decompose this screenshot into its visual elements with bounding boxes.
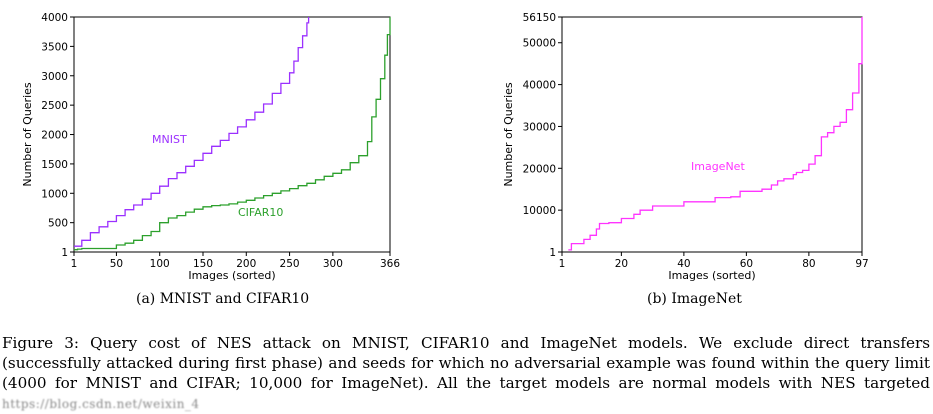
x-tick-label: 100 (150, 258, 170, 270)
y-axis-label: Number of Queries (21, 82, 34, 187)
y-tick-label: 4000 (41, 12, 68, 24)
y-tick-label: 2500 (41, 100, 68, 112)
plot-frame (561, 16, 863, 253)
y-tick-label: 3500 (41, 41, 68, 53)
subcaption-a: (a) MNIST and CIFAR10 (136, 291, 310, 307)
y-axis-label: Number of Queries (502, 82, 515, 187)
series-line-cifar10 (74, 17, 391, 251)
series-line-mnist (74, 17, 310, 247)
x-tick-label: 40 (677, 258, 690, 270)
figure-canvas: 1 50 100 150 200 250 300 3661500100015002000250… (21, 12, 869, 282)
subcaption-b: (b) ImageNet (647, 291, 742, 307)
chart-imagenet: 1 20 40 60 80 97 1 10000 20000 30000 40000 50000 561… (502, 12, 869, 282)
series-label-mnist: MNIST (152, 133, 187, 146)
y-tick-label: 30000 (523, 121, 556, 133)
plot-frame (73, 16, 391, 253)
y-tick-label: 10000 (523, 205, 556, 217)
x-tick-label: 150 (193, 258, 213, 270)
x-tick-label: 80 (802, 258, 815, 270)
x-axis-label: Images (sorted) (188, 269, 275, 282)
x-tick-label: 300 (323, 258, 343, 270)
series-label-cifar10: CIFAR10 (238, 206, 283, 219)
y-tick-label: 3000 (41, 71, 68, 83)
x-tick-label: 1 (559, 258, 566, 270)
caption-watermark: https://blog.csdn.net/weixin_4 (2, 397, 200, 411)
figure-caption: Figure 3: Query cost of NES attack on MN… (2, 333, 930, 414)
y-tick-label: 1 (549, 247, 556, 259)
y-tick-label: 1000 (41, 188, 68, 200)
x-tick-label: 200 (236, 258, 256, 270)
x-tick-label: 60 (740, 258, 753, 270)
series-label-imagenet: ImageNet (691, 160, 745, 173)
y-tick-label: 2000 (41, 130, 68, 142)
y-tick-label: 500 (48, 218, 68, 230)
y-tick-label: 56150 (523, 12, 556, 24)
series-line-imagenet (568, 17, 863, 251)
y-tick-label: 1 (61, 247, 68, 259)
x-tick-label: 50 (110, 258, 123, 270)
y-tick-label: 50000 (523, 38, 556, 50)
y-tick-label: 20000 (523, 163, 556, 175)
x-tick-label: 366 (380, 258, 400, 270)
x-tick-label: 250 (280, 258, 300, 270)
y-tick-label: 40000 (523, 80, 556, 92)
x-axis-label: Images (sorted) (668, 269, 755, 282)
chart-mnist-cifar10: 1 50 100 150 200 250 300 3661500100015002000250… (21, 12, 400, 282)
x-tick-label: 20 (615, 258, 628, 270)
x-tick-label: 97 (855, 258, 868, 270)
y-tick-label: 1500 (41, 159, 68, 171)
caption-text: Figure 3: Query cost of NES attack on MN… (2, 334, 930, 392)
x-tick-label: 1 (71, 258, 78, 270)
